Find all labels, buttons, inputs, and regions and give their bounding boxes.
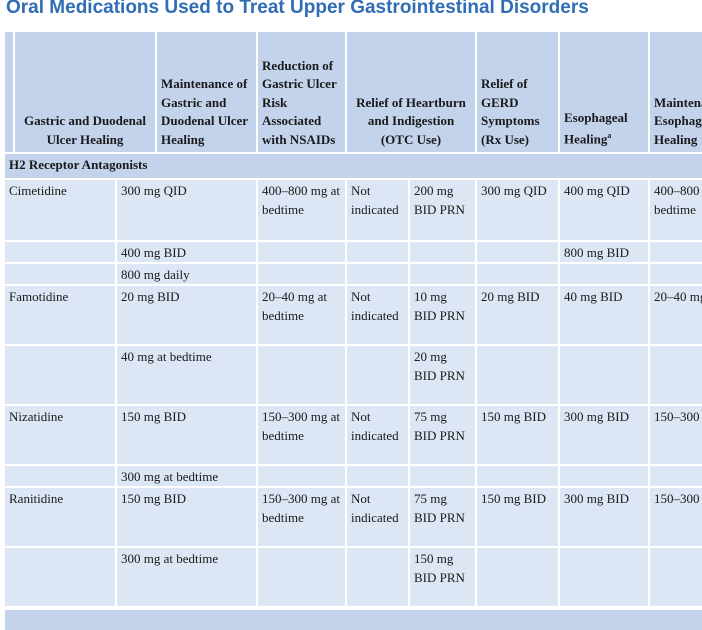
dose-cell: 300 mg BID — [560, 406, 648, 464]
dose-cell: 150 mg BID — [477, 406, 558, 464]
dose-cell: 400 mg QID — [560, 180, 648, 240]
drug-name — [5, 548, 115, 606]
dose-cell: 20–40 mg BID — [650, 286, 702, 344]
footnote-mark: a — [607, 131, 612, 141]
dose-cell — [560, 548, 648, 606]
dose-cell: 20 mg BID — [117, 286, 256, 344]
dose-cell: 800 mg daily — [117, 264, 256, 284]
dose-cell: 300 mg at bedtime — [117, 466, 256, 486]
dose-cell — [410, 242, 475, 262]
dose-cell — [347, 466, 408, 486]
dose-cell — [477, 242, 558, 262]
header-cell: Relief of Heartburn and Indigestion (OTC… — [347, 32, 475, 152]
dose-cell — [650, 264, 702, 284]
dose-cell: 200 mg BID PRN — [410, 180, 475, 240]
dose-cell — [258, 346, 345, 404]
drug-name — [5, 466, 115, 486]
dose-cell: Not indicated — [347, 406, 408, 464]
header-cell: Relief of GERD Symptoms (Rx Use) — [477, 32, 558, 152]
dose-cell: 150 mg BID — [477, 488, 558, 546]
drug-name: Famotidine — [5, 286, 115, 344]
drug-name: Nizatidine — [5, 406, 115, 464]
dose-cell — [258, 548, 345, 606]
header-cell: Maintenance of Esophageal Healing — [650, 32, 702, 152]
dose-cell — [258, 264, 345, 284]
dose-cell: 300 mg QID — [117, 180, 256, 240]
dose-cell: 75 mg BID PRN — [410, 488, 475, 546]
header-text: Relief of GERD Symptoms (Rx Use) — [481, 76, 540, 147]
dose-cell: 300 mg QID — [477, 180, 558, 240]
dose-cell — [347, 242, 408, 262]
dose-cell — [560, 264, 648, 284]
dose-cell: 400–800 mg at bedtime — [650, 180, 702, 240]
dose-cell: Not indicated — [347, 488, 408, 546]
next-section — [5, 610, 702, 630]
dose-cell — [477, 346, 558, 404]
dose-cell: 150 mg BID — [117, 488, 256, 546]
dose-cell: 800 mg BID — [560, 242, 648, 262]
dose-cell — [347, 264, 408, 284]
dose-cell: 10 mg BID PRN — [410, 286, 475, 344]
dose-cell: 150 mg BID — [117, 406, 256, 464]
header-text: Gastric and Duodenal Ulcer Healing — [23, 113, 147, 147]
dose-cell: 400–800 mg at bedtime — [258, 180, 345, 240]
dose-cell — [560, 466, 648, 486]
dose-cell — [410, 466, 475, 486]
header-cell — [5, 32, 13, 152]
drug-name: Ranitidine — [5, 488, 115, 546]
dose-cell — [347, 548, 408, 606]
dose-cell: Not indicated — [347, 286, 408, 344]
dose-cell: Not indicated — [347, 180, 408, 240]
header-cell: Gastric and Duodenal Ulcer Healing — [15, 32, 155, 152]
header-cell: Maintenance of Gastric and Duodenal Ulce… — [157, 32, 256, 152]
header-text: Relief of Heartburn and Indigestion (OTC… — [356, 94, 466, 147]
dose-cell: 40 mg BID — [560, 286, 648, 344]
dose-cell — [347, 346, 408, 404]
dose-cell: 150–300 mg at bedtime — [258, 488, 345, 546]
header-cell: Reduction of Gastric Ulcer Risk Associat… — [258, 32, 345, 152]
dose-cell — [258, 242, 345, 262]
drug-name — [5, 242, 115, 262]
dose-cell: 150–300 mg BID — [650, 488, 702, 546]
dose-cell: 20 mg BID PRN — [410, 346, 475, 404]
drug-name — [5, 346, 115, 404]
header-text: Esophageal Healing — [564, 109, 628, 147]
dose-cell — [410, 264, 475, 284]
dose-cell: 150–300 mg BID — [650, 406, 702, 464]
dose-cell — [560, 346, 648, 404]
dose-cell: 300 mg BID — [560, 488, 648, 546]
dose-cell: 20 mg BID — [477, 286, 558, 344]
dose-cell — [477, 466, 558, 486]
header-text: Reduction of Gastric Ulcer Risk Associat… — [262, 57, 337, 147]
title: Oral Medications Used to Treat Upper Gas… — [6, 0, 589, 18]
header-cell: Esophageal Healinga — [560, 32, 648, 152]
dose-cell: 400 mg BID — [117, 242, 256, 262]
dose-cell: 40 mg at bedtime — [117, 346, 256, 404]
dose-cell: 300 mg at bedtime — [117, 548, 256, 606]
drug-name: Cimetidine — [5, 180, 115, 240]
dose-cell: 150–300 mg at bedtime — [258, 406, 345, 464]
dose-cell — [650, 242, 702, 262]
drug-name — [5, 264, 115, 284]
dose-cell — [650, 548, 702, 606]
dose-cell — [477, 548, 558, 606]
dose-cell — [650, 346, 702, 404]
header-text: Maintenance of Esophageal Healing — [654, 94, 702, 147]
dose-cell: 20–40 mg at bedtime — [258, 286, 345, 344]
dose-cell — [650, 466, 702, 486]
dose-cell: 150 mg BID PRN — [410, 548, 475, 606]
section-label: H2 Receptor Antagonists — [5, 154, 702, 178]
dose-cell — [258, 466, 345, 486]
dose-cell — [477, 264, 558, 284]
header-text: Maintenance of Gastric and Duodenal Ulce… — [161, 76, 248, 147]
dose-cell: 75 mg BID PRN — [410, 406, 475, 464]
